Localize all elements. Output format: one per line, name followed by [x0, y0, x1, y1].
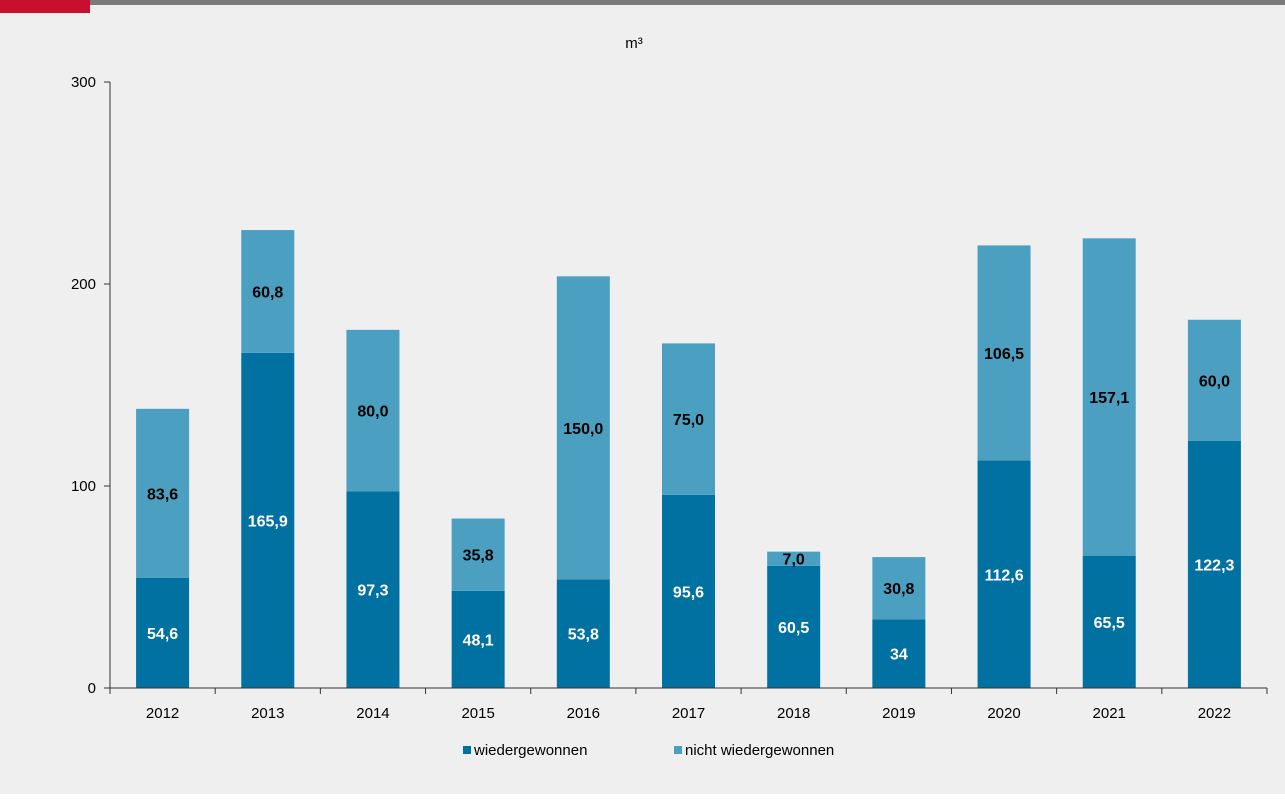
top-bar: [0, 0, 1285, 5]
x-tick-label: 2015: [461, 705, 494, 722]
x-tick-label: 2017: [672, 705, 705, 722]
bar-segment-nicht-wiedergewonnen-2014: [346, 329, 400, 492]
legend: wiedergewonnen nicht wiedergewonnen: [463, 742, 834, 759]
top-accent: [0, 0, 90, 13]
legend-label: wiedergewonnen: [473, 742, 587, 759]
data-label: 53,8: [568, 627, 599, 644]
bar-segment-wiedergewonnen-2020: [977, 460, 1031, 688]
x-tick-label: 2016: [567, 705, 600, 722]
legend-swatch: [674, 746, 682, 754]
legend-label: nicht wiedergewonnen: [685, 742, 834, 759]
bar-segment-wiedergewonnen-2018: [767, 565, 821, 688]
bars: 54,6 83,6 165,9 60,8 97,3 80,0 48,1 35,8 53,8 150…: [136, 230, 1241, 688]
bar-segment-nicht-wiedergewonnen-2022: [1187, 319, 1241, 441]
bar-segment-nicht-wiedergewonnen-2021: [1082, 238, 1136, 556]
bar-segment-wiedergewonnen-2017: [662, 494, 715, 688]
bar-segment-nicht-wiedergewonnen-2013: [241, 230, 295, 353]
bar-segment-wiedergewonnen-2014: [346, 491, 400, 688]
data-label: 75,0: [673, 412, 704, 429]
data-label: 60,8: [252, 284, 283, 301]
data-label: 165,9: [248, 513, 288, 530]
legend-item-wiedergewonnen: wiedergewonnen: [463, 742, 587, 759]
bar-segment-wiedergewonnen-2013: [241, 352, 295, 688]
bar-segment-wiedergewonnen-2021: [1082, 555, 1136, 688]
bar-segment-nicht-wiedergewonnen-2015: [451, 518, 505, 591]
x-tick-label: 2020: [987, 705, 1020, 722]
bar-segment-wiedergewonnen-2012: [136, 577, 190, 688]
bar-segment-nicht-wiedergewonnen-2020: [977, 245, 1031, 461]
x-tick-label: 2013: [251, 705, 284, 722]
data-label: 65,5: [1094, 615, 1125, 632]
bar-segment-wiedergewonnen-2019: [872, 619, 926, 688]
y-tick-label: 300: [71, 74, 96, 91]
data-label: 34: [890, 647, 908, 664]
x-tick-label: 2018: [777, 705, 810, 722]
x-tick-label: 2019: [882, 705, 915, 722]
x-tick-label: 2012: [146, 705, 179, 722]
x-axis: 2012 2013 2014 2015 2016 2017 2018 2019 2020 2021…: [109, 687, 1268, 722]
data-label: 7,0: [783, 552, 805, 569]
y-tick-label: 100: [71, 478, 96, 495]
data-label: 83,6: [147, 486, 178, 503]
bar-segment-wiedergewonnen-2016: [556, 579, 610, 688]
y-axis: 0 100 200 300: [71, 74, 111, 697]
bar-segment-nicht-wiedergewonnen-2017: [662, 343, 715, 495]
data-label: 97,3: [357, 583, 388, 600]
data-label: 122,3: [1194, 557, 1234, 574]
unit-label: m³: [625, 35, 643, 52]
data-label: 112,6: [984, 567, 1023, 584]
x-tick-label: 2014: [356, 705, 389, 722]
legend-item-nicht-wiedergewonnen: nicht wiedergewonnen: [674, 742, 834, 759]
data-label: 54,6: [147, 626, 178, 643]
data-label: 80,0: [357, 404, 388, 421]
bar-segment-nicht-wiedergewonnen-2012: [136, 408, 190, 578]
data-label: 35,8: [463, 548, 494, 565]
bar-segment-nicht-wiedergewonnen-2016: [556, 276, 610, 580]
data-label: 60,5: [778, 620, 809, 637]
data-label: 30,8: [883, 581, 914, 598]
data-label: 60,0: [1199, 373, 1230, 390]
y-tick-label: 0: [88, 680, 96, 697]
data-label: 106,5: [984, 346, 1024, 363]
y-tick-label: 200: [71, 276, 96, 293]
bar-segment-wiedergewonnen-2022: [1187, 440, 1241, 688]
data-label: 95,6: [673, 584, 704, 601]
bar-segment-nicht-wiedergewonnen-2019: [872, 557, 926, 620]
data-label: 48,1: [463, 632, 494, 649]
x-tick-label: 2022: [1198, 705, 1231, 722]
data-label: 157,1: [1089, 390, 1129, 407]
bar-segment-wiedergewonnen-2015: [451, 590, 505, 688]
bar-segment-nicht-wiedergewonnen-2018: [767, 551, 821, 566]
x-tick-label: 2021: [1093, 705, 1126, 722]
data-label: 150,0: [563, 421, 603, 438]
legend-swatch: [463, 746, 471, 754]
